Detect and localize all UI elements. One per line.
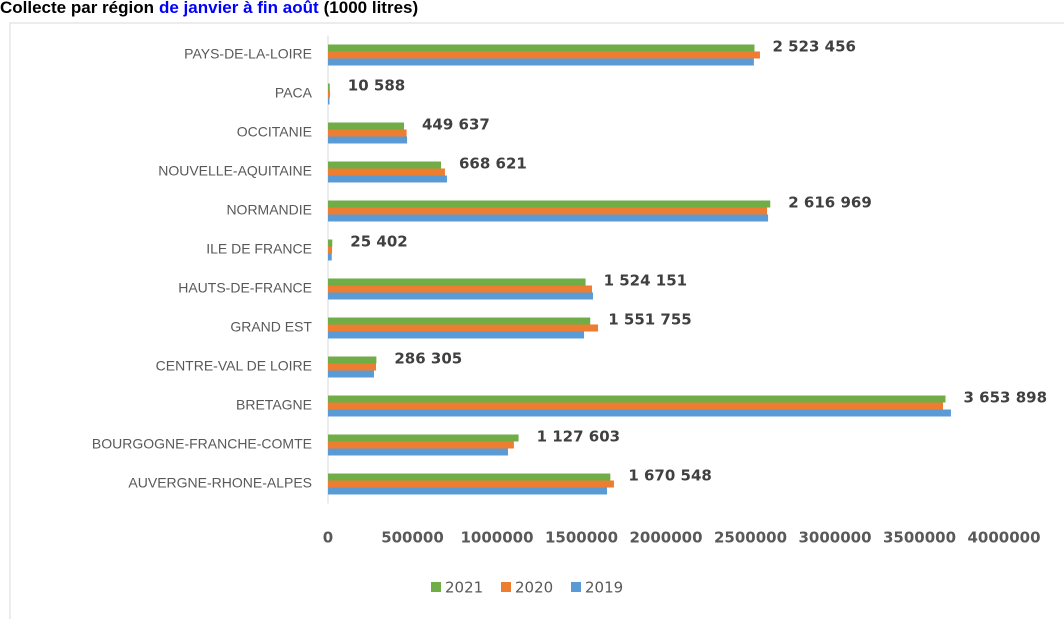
y-tick-label: NORMANDIE xyxy=(226,202,312,218)
x-tick-label: 3500000 xyxy=(883,529,956,547)
chart-border xyxy=(9,22,1064,624)
legend-swatch xyxy=(571,582,581,592)
bar xyxy=(328,200,771,208)
bar xyxy=(328,409,951,417)
data-label: 10 588 xyxy=(348,77,405,95)
data-label: 1 670 548 xyxy=(628,467,712,485)
bar xyxy=(328,473,611,481)
chart-title: Collecte par région de janvier à fin août… xyxy=(0,0,418,17)
bar xyxy=(328,168,445,176)
y-tick-label: ILE DE FRANCE xyxy=(206,241,312,257)
y-tick-label: HAUTS-DE-FRANCE xyxy=(178,280,312,296)
x-tick-label: 2000000 xyxy=(629,529,702,547)
y-tick-label: GRAND EST xyxy=(230,319,312,335)
bar xyxy=(328,480,614,488)
data-label: 2 523 456 xyxy=(772,38,856,56)
bar xyxy=(328,44,755,52)
bar xyxy=(328,448,508,456)
data-label: 1 127 603 xyxy=(537,428,621,446)
x-tick-label: 3000000 xyxy=(798,529,871,547)
bar xyxy=(328,331,585,339)
title-part: Collecte par région xyxy=(0,0,154,17)
bar xyxy=(328,129,407,137)
bar xyxy=(328,97,330,105)
legend-label: 2019 xyxy=(585,579,623,597)
bar xyxy=(328,441,514,449)
bar xyxy=(328,317,591,325)
bar xyxy=(328,324,599,332)
title-part: de janvier à fin août xyxy=(159,0,319,17)
bar xyxy=(328,58,754,66)
y-tick-label: CENTRE-VAL DE LOIRE xyxy=(156,358,312,374)
x-tick-label: 4000000 xyxy=(967,529,1040,547)
y-tick-label: NOUVELLE-AQUITAINE xyxy=(158,163,312,179)
data-label: 1 551 755 xyxy=(608,311,692,329)
bar xyxy=(328,83,330,91)
title-part: (1000 litres) xyxy=(324,0,419,17)
data-label: 3 653 898 xyxy=(964,389,1048,407)
bar xyxy=(328,487,608,495)
y-tick-label: OCCITANIE xyxy=(237,124,312,140)
bar xyxy=(328,285,592,293)
bar xyxy=(328,90,331,98)
bar xyxy=(328,239,333,247)
bar xyxy=(328,175,447,183)
bar xyxy=(328,214,769,222)
legend-swatch xyxy=(431,582,441,592)
legend-label: 2021 xyxy=(445,579,483,597)
y-tick-label: BOURGOGNE-FRANCHE-COMTE xyxy=(92,436,312,452)
bar xyxy=(328,434,519,442)
data-label: 25 402 xyxy=(350,233,407,251)
x-tick-label: 2500000 xyxy=(714,529,787,547)
bar xyxy=(328,246,333,254)
y-tick-label: BRETAGNE xyxy=(236,397,312,413)
bar xyxy=(328,395,946,403)
data-label: 286 305 xyxy=(394,350,462,368)
x-tick-label: 1500000 xyxy=(545,529,618,547)
data-label: 668 621 xyxy=(459,155,527,173)
y-tick-label: AUVERGNE-RHONE-ALPES xyxy=(128,475,312,491)
bar xyxy=(328,402,943,410)
bar xyxy=(328,363,376,371)
bar xyxy=(328,370,374,378)
x-tick-label: 500000 xyxy=(381,529,444,547)
bar xyxy=(328,292,593,300)
data-label: 2 616 969 xyxy=(788,194,872,212)
bar xyxy=(328,136,408,144)
legend-label: 2020 xyxy=(515,579,553,597)
y-tick-label: PACA xyxy=(275,85,313,101)
bar xyxy=(328,161,441,169)
bar xyxy=(328,51,760,59)
bar xyxy=(328,278,586,286)
bar xyxy=(328,207,768,215)
x-tick-label: 1000000 xyxy=(460,529,533,547)
y-tick-label: PAYS-DE-LA-LOIRE xyxy=(184,46,312,62)
x-tick-label: 0 xyxy=(323,529,333,547)
data-label: 1 524 151 xyxy=(604,272,688,290)
bar xyxy=(328,122,404,130)
data-label: 449 637 xyxy=(422,116,490,134)
bar xyxy=(328,253,332,261)
legend-swatch xyxy=(501,582,511,592)
bar xyxy=(328,356,377,364)
